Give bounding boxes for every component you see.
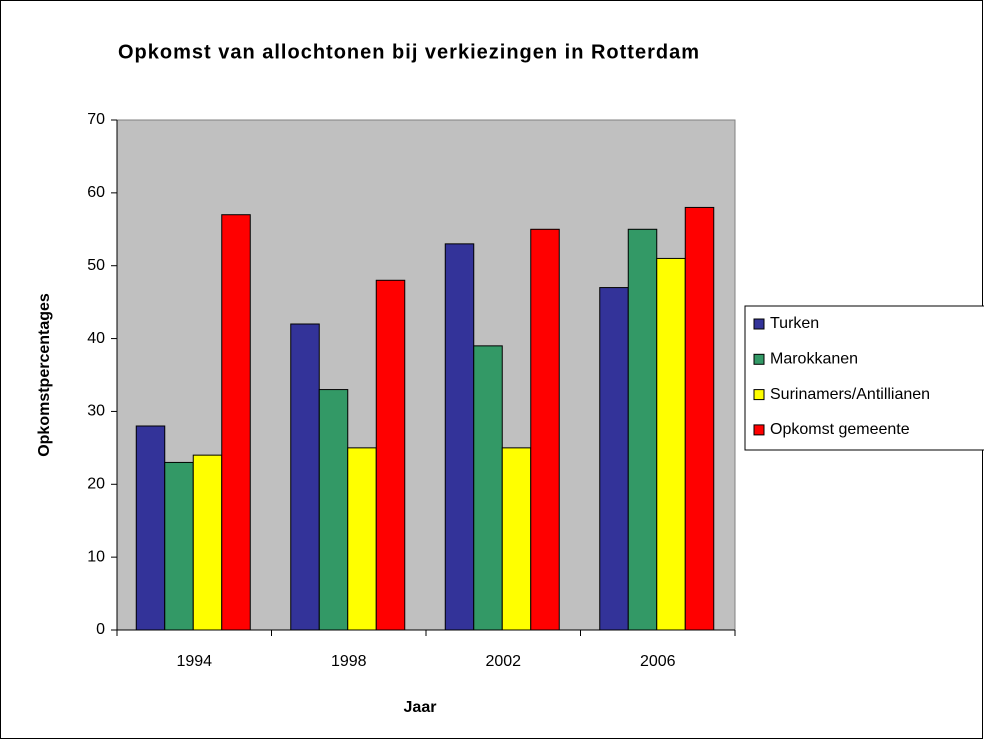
bar bbox=[501, 447, 532, 631]
bar bbox=[473, 345, 503, 631]
x-tick-label: 1994 bbox=[176, 653, 212, 670]
y-tick-label: 50 bbox=[87, 257, 105, 274]
y-axis-label: Opkomstpercentages bbox=[36, 293, 53, 457]
y-tick-label: 10 bbox=[87, 548, 105, 565]
x-tick-label: 2002 bbox=[485, 653, 521, 670]
bar bbox=[656, 257, 686, 631]
y-tick-label: 30 bbox=[87, 403, 105, 420]
bar bbox=[221, 214, 251, 631]
bar bbox=[192, 454, 223, 631]
bar bbox=[530, 228, 560, 631]
bar bbox=[375, 279, 406, 631]
y-tick-label: 70 bbox=[87, 111, 105, 128]
legend-label: Marokkanen bbox=[770, 351, 858, 368]
y-tick-label: 60 bbox=[87, 184, 105, 201]
x-axis-label: Jaar bbox=[404, 699, 437, 716]
legend-label: Opkomst gemeente bbox=[770, 421, 910, 438]
chart-title: Opkomst van allochtonen bij verkiezingen… bbox=[118, 41, 700, 63]
legend-label: Surinamers/Antillianen bbox=[770, 386, 930, 403]
x-tick-label: 1998 bbox=[331, 653, 367, 670]
bar bbox=[318, 389, 349, 631]
bar bbox=[684, 206, 715, 631]
y-tick-label: 0 bbox=[96, 621, 105, 638]
legend-swatch bbox=[753, 389, 765, 401]
x-tick-label: 2006 bbox=[640, 653, 676, 670]
bar bbox=[135, 425, 166, 631]
legend-box bbox=[744, 305, 984, 451]
bar bbox=[599, 287, 629, 631]
y-tick-label: 20 bbox=[87, 476, 105, 493]
legend-label: Turken bbox=[770, 315, 819, 332]
legend-swatch bbox=[753, 424, 765, 436]
bar bbox=[290, 323, 320, 631]
legend-swatch bbox=[753, 318, 765, 330]
bar bbox=[627, 228, 658, 631]
y-tick-label: 40 bbox=[87, 330, 105, 347]
bar bbox=[347, 447, 377, 631]
legend-swatch bbox=[753, 353, 765, 365]
bar bbox=[444, 243, 475, 631]
bar bbox=[164, 461, 194, 631]
